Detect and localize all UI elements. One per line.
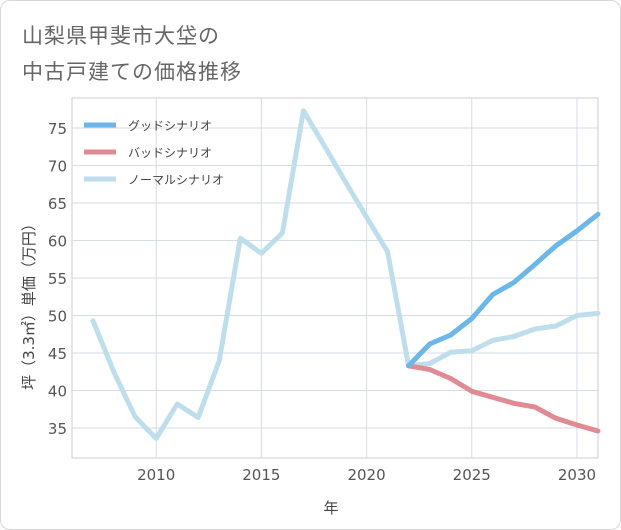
x-tick-label: 2015	[242, 466, 280, 484]
x-tick-label: 2020	[347, 466, 385, 484]
y-tick-label: 45	[48, 345, 67, 363]
y-tick-label: 60	[48, 233, 67, 251]
series-line-2	[90, 108, 601, 441]
series-line-1	[406, 363, 601, 434]
legend-label: グッドシナリオ	[128, 119, 212, 133]
y-axis-ticks: 35 40 45 50 55 60 65 70 75	[48, 120, 67, 438]
y-tick-label: 65	[48, 195, 67, 213]
chart-title-line-1: 山梨県甲斐市大垈の	[22, 24, 220, 48]
x-tick-label: 2025	[453, 466, 491, 484]
series-line-0	[406, 211, 601, 369]
y-tick-label: 70	[48, 158, 67, 176]
grid-lines	[72, 98, 598, 458]
x-tick-label: 2010	[137, 466, 175, 484]
y-tick-label: 40	[48, 383, 67, 401]
y-tick-label: 75	[48, 120, 67, 138]
y-axis-label: 坪（3.3㎡）単価（万円）	[20, 216, 38, 390]
y-tick-label: 55	[48, 270, 67, 288]
y-tick-label: 35	[48, 420, 67, 438]
x-axis-label: 年	[323, 499, 338, 517]
x-tick-label: 2030	[558, 466, 596, 484]
series-lines	[90, 108, 601, 441]
x-axis-ticks: 2010 2015 2020 2025 2030	[137, 466, 596, 484]
y-tick-label: 50	[48, 308, 67, 326]
chart-title-line-2: 中古戸建ての価格推移	[22, 60, 242, 84]
legend-label: バッドシナリオ	[128, 146, 212, 160]
legend-label: ノーマルシナリオ	[128, 173, 224, 187]
